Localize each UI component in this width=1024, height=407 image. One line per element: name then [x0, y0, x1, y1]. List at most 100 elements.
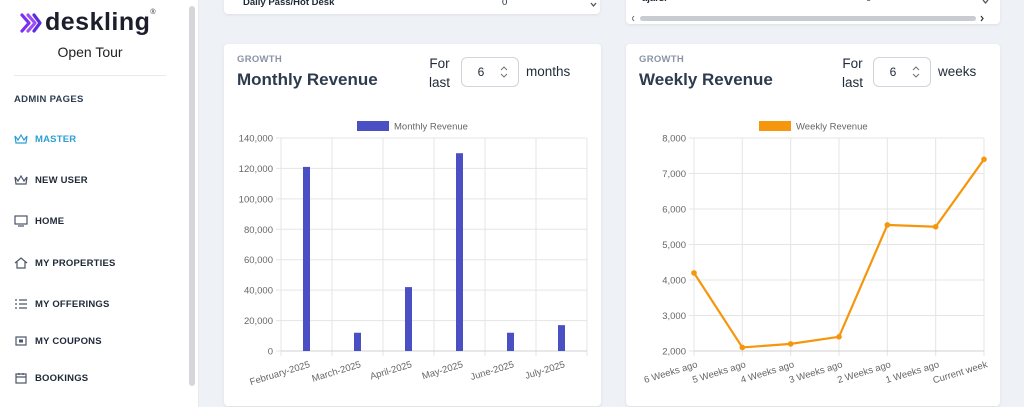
- sidebar-item-my-properties[interactable]: MY PROPERTIES: [14, 257, 116, 269]
- legend-swatch: [357, 121, 389, 131]
- weekly-revenue-card: GROWTH Weekly Revenue For last 6 weeks W…: [626, 44, 1000, 406]
- house-icon: [14, 257, 28, 269]
- y-tick-label: 4,000: [662, 276, 686, 287]
- sidebar-scrollbar[interactable]: [189, 6, 195, 386]
- legend-label: Weekly Revenue: [796, 122, 868, 133]
- open-tour-link[interactable]: Open Tour: [57, 44, 123, 60]
- y-tick-label: 2,000: [662, 347, 686, 358]
- sidebar-item-my-offerings[interactable]: MY OFFERINGS: [14, 298, 110, 310]
- data-point[interactable]: [787, 341, 794, 347]
- sidebar-item-my-coupons[interactable]: MY COUPONS: [14, 335, 102, 347]
- x-tick-label: 1 Weeks ago: [884, 359, 940, 386]
- x-tick-label: 4 Weeks ago: [739, 359, 795, 386]
- bar[interactable]: [405, 287, 412, 351]
- y-tick-label: 140,000: [239, 134, 273, 145]
- chart-legend[interactable]: Weekly Revenue: [759, 121, 868, 133]
- logo-icon: [20, 12, 42, 33]
- logo[interactable]: deskling ®: [20, 8, 156, 37]
- y-tick-label: 60,000: [244, 255, 273, 266]
- sidebar-item-label: HOME: [35, 215, 65, 227]
- y-tick-label: 3,000: [662, 311, 686, 322]
- horizontal-scrollbar[interactable]: [632, 15, 984, 22]
- card-eyebrow: GROWTH: [237, 54, 283, 65]
- sidebar-item-master[interactable]: MASTER: [14, 133, 76, 145]
- brand-name: deskling: [45, 8, 151, 36]
- stepper-arrows-icon[interactable]: [500, 65, 508, 79]
- x-tick-label: May-2025: [421, 359, 465, 382]
- sidebar: deskling ® Open Tour ADMIN PAGES MASTER …: [0, 0, 199, 407]
- sidebar-item-label: BOOKINGS: [35, 372, 89, 384]
- x-tick-label: 5 Weeks ago: [691, 359, 747, 386]
- chart-legend[interactable]: Monthly Revenue: [357, 121, 468, 133]
- last-label: last: [429, 75, 451, 90]
- x-tick-label: Current week: [932, 359, 989, 386]
- row-label: ajarsi: [642, 0, 667, 4]
- y-tick-label: 0: [268, 347, 273, 358]
- y-tick-label: 5,000: [662, 240, 686, 251]
- chevron-down-icon[interactable]: [982, 0, 989, 5]
- period-stepper[interactable]: 6: [873, 57, 931, 87]
- bar[interactable]: [507, 332, 514, 351]
- y-tick-label: 8,000: [662, 134, 686, 145]
- legend-swatch: [759, 121, 791, 131]
- x-tick-label: 6 Weeks ago: [643, 359, 699, 386]
- sidebar-item-new-user[interactable]: NEW USER: [14, 174, 88, 186]
- y-tick-label: 7,000: [662, 169, 686, 180]
- crown-icon: [14, 174, 28, 185]
- legend-label: Monthly Revenue: [394, 122, 468, 133]
- list-icon: [15, 299, 27, 309]
- period-value: 6: [477, 65, 485, 79]
- x-tick-label: February-2025: [249, 359, 312, 388]
- monthly-revenue-card: GROWTH Monthly Revenue For last 6 months…: [224, 44, 601, 406]
- card-title: Weekly Revenue: [639, 70, 773, 89]
- for-label: For: [429, 56, 450, 71]
- sidebar-item-label: MY OFFERINGS: [35, 298, 110, 310]
- data-point[interactable]: [932, 223, 939, 230]
- period-unit: months: [526, 64, 571, 79]
- coupon-icon: [15, 336, 27, 346]
- bar[interactable]: [558, 325, 565, 351]
- y-tick-label: 6,000: [662, 205, 686, 216]
- data-point[interactable]: [739, 344, 746, 351]
- top-card-left: Daily Pass/Hot Desk 0: [224, 0, 600, 14]
- row-label: Daily Pass/Hot Desk: [243, 0, 335, 8]
- for-label: For: [842, 56, 863, 71]
- bar[interactable]: [303, 166, 310, 351]
- monitor-icon: [14, 215, 28, 227]
- chevron-down-icon[interactable]: [590, 2, 597, 8]
- card-eyebrow: GROWTH: [639, 54, 685, 65]
- row-value: 0: [502, 0, 508, 8]
- data-point[interactable]: [691, 270, 697, 276]
- y-tick-label: 20,000: [244, 316, 273, 327]
- bar[interactable]: [354, 332, 361, 351]
- card-title: Monthly Revenue: [237, 70, 378, 89]
- sidebar-item-label: MY PROPERTIES: [35, 257, 116, 269]
- data-point[interactable]: [884, 222, 891, 228]
- admin-pages-heading: ADMIN PAGES: [14, 94, 84, 105]
- for-last-label: For last: [842, 54, 863, 92]
- crown-icon: [14, 133, 28, 144]
- y-tick-label: 80,000: [244, 225, 273, 236]
- row-value: 0: [866, 0, 871, 4]
- data-point[interactable]: [836, 334, 842, 340]
- x-tick-label: April-2025: [369, 359, 414, 382]
- x-tick-label: 2 Weeks ago: [836, 359, 892, 386]
- data-point[interactable]: [981, 156, 987, 163]
- x-tick-label: June-2025: [469, 359, 515, 383]
- period-value: 6: [889, 65, 897, 79]
- bar[interactable]: [456, 153, 463, 351]
- stepper-arrows-icon[interactable]: [912, 65, 920, 79]
- sidebar-item-bookings[interactable]: BOOKINGS: [14, 372, 88, 384]
- period-stepper[interactable]: 6: [461, 57, 519, 87]
- x-tick-label: March-2025: [311, 359, 363, 384]
- period-unit: weeks: [938, 64, 977, 79]
- brand-reg: ®: [150, 9, 156, 16]
- x-tick-label: July-2025: [524, 359, 567, 382]
- y-tick-label: 120,000: [239, 164, 273, 175]
- sidebar-item-home[interactable]: HOME: [14, 215, 64, 227]
- last-label: last: [842, 75, 864, 90]
- monthly-revenue-chart: Monthly Revenue 0 20,000 40,000 60,000 80,000…: [239, 121, 588, 388]
- sidebar-item-label: MY COUPONS: [35, 335, 102, 347]
- calendar-icon: [15, 373, 27, 384]
- weekly-revenue-chart: Weekly Revenue 2,000 3,000 4,000 5,000 6,000 7…: [643, 121, 989, 386]
